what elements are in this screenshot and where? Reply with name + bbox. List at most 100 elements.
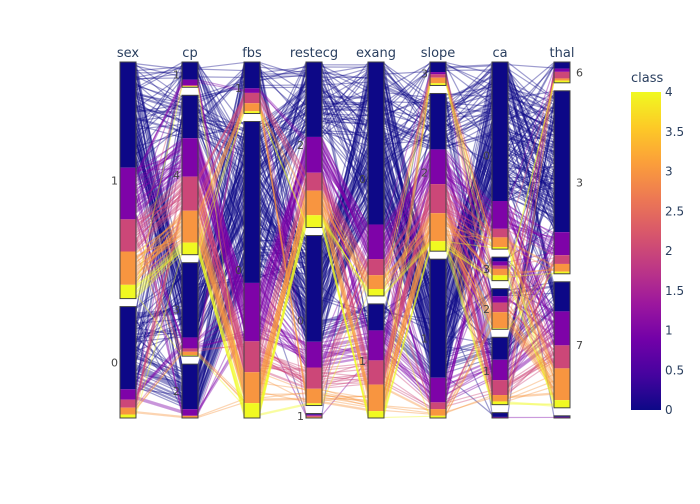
- category-segment-class-1: [554, 232, 570, 255]
- category-segment-class-2: [554, 72, 570, 79]
- category-segment-class-2: [430, 184, 446, 213]
- category-segment-class-2: [306, 416, 322, 417]
- category-segment-class-4: [306, 215, 322, 227]
- category-segment-class-2: [430, 74, 446, 77]
- category-label: 0: [235, 264, 242, 277]
- category-restecg-1[interactable]: 1: [297, 410, 322, 423]
- category-segment-class-1: [430, 378, 446, 403]
- category-segment-class-0: [306, 62, 322, 137]
- ribbon-line: [198, 69, 244, 70]
- category-segment-class-1: [120, 168, 136, 220]
- category-segment-class-3: [554, 368, 570, 400]
- category-segment-class-3: [182, 352, 198, 355]
- category-segment-class-2: [492, 229, 508, 238]
- category-segment-class-0: [430, 259, 446, 378]
- dimension-title[interactable]: restecg: [290, 46, 338, 61]
- category-segment-class-4: [554, 400, 570, 408]
- category-segment-class-4: [368, 289, 384, 296]
- category-label: 6: [576, 66, 583, 79]
- category-ca-unlabeled[interactable]: [492, 413, 508, 418]
- dimension-title[interactable]: fbs: [242, 46, 262, 61]
- category-segment-class-0: [554, 62, 570, 69]
- category-segment-class-0: [182, 263, 198, 338]
- category-segment-class-2: [306, 368, 322, 389]
- category-segment-class-3: [306, 389, 322, 404]
- category-thal-3[interactable]: 3: [554, 91, 583, 274]
- category-label: 1: [173, 69, 180, 82]
- colorbar: class 00.511.522.533.54: [631, 71, 684, 417]
- category-segment-class-2: [430, 402, 446, 409]
- category-segment-class-2: [120, 219, 136, 251]
- category-thal-6[interactable]: 6: [554, 62, 583, 83]
- category-segment-class-1: [430, 72, 446, 74]
- dimension-sex[interactable]: sex 1 0: [111, 46, 139, 418]
- colorbar-title: class: [631, 71, 663, 86]
- category-segment-class-3: [368, 275, 384, 289]
- category-segment-class-2: [554, 345, 570, 368]
- category-label: 7: [576, 339, 583, 352]
- category-label: 0: [297, 315, 304, 328]
- dimension-title[interactable]: slope: [421, 46, 456, 61]
- category-segment-class-2: [492, 380, 508, 395]
- category-segment-class-1: [430, 149, 446, 184]
- category-label: 1: [111, 174, 118, 187]
- category-segment-class-3: [430, 78, 446, 84]
- category-sex-0[interactable]: 0: [111, 307, 136, 418]
- category-segment-class-3: [492, 269, 508, 275]
- category-segment-class-3: [554, 78, 570, 80]
- colorbar-tick-label: 0.5: [665, 363, 684, 377]
- category-segment-class-3: [120, 252, 136, 285]
- category-segment-class-4: [182, 243, 198, 255]
- category-thal-unlabeled[interactable]: [554, 416, 570, 418]
- colorbar-gradient: [631, 92, 661, 410]
- category-segment-class-2: [554, 255, 570, 264]
- category-segment-class-0: [182, 62, 198, 80]
- category-segment-class-0: [120, 307, 136, 390]
- category-segment-class-2: [368, 360, 384, 384]
- category-segment-class-1: [492, 296, 508, 302]
- category-segment-class-4: [368, 411, 384, 418]
- category-segment-class-2: [120, 400, 136, 408]
- category-thal-7[interactable]: 7: [554, 282, 583, 408]
- ribbons: [136, 63, 554, 418]
- category-segment-class-3: [244, 372, 260, 403]
- category-segment-class-3: [554, 264, 570, 272]
- category-segment-class-3: [182, 211, 198, 243]
- category-segment-class-0: [492, 413, 508, 417]
- colorbar-tick-label: 0: [665, 403, 673, 417]
- ribbon-line: [198, 403, 244, 418]
- colorbar-tick-label: 4: [665, 85, 673, 99]
- category-label: 1: [483, 365, 490, 378]
- category-segment-class-1: [306, 415, 322, 416]
- dimension-title[interactable]: ca: [492, 46, 507, 61]
- category-segment-class-3: [120, 408, 136, 415]
- category-segment-class-0: [306, 236, 322, 342]
- category-segment-class-1: [368, 330, 384, 360]
- category-segment-class-1: [182, 80, 198, 85]
- dimension-title[interactable]: thal: [550, 46, 575, 61]
- category-label: 1: [421, 333, 428, 346]
- category-segment-class-0: [492, 289, 508, 296]
- category-segment-class-3: [244, 103, 260, 111]
- colorbar-tick-label: 2: [665, 244, 673, 258]
- category-sex-1[interactable]: 1: [111, 62, 136, 299]
- category-segment-class-0: [368, 62, 384, 224]
- category-segment-class-0: [120, 62, 136, 168]
- category-segment-class-3: [492, 395, 508, 401]
- category-label: 1: [297, 410, 304, 423]
- category-segment-class-0: [368, 304, 384, 331]
- category-segment-class-0: [244, 122, 260, 283]
- category-label: 1: [359, 355, 366, 368]
- colorbar-tick-label: 1.5: [665, 284, 684, 298]
- colorbar-tick-label: 2.5: [665, 204, 684, 218]
- dimension-title[interactable]: cp: [182, 46, 197, 61]
- category-label: 2: [421, 166, 428, 179]
- category-label: 2: [483, 303, 490, 316]
- dimension-title[interactable]: exang: [356, 46, 396, 61]
- dimension-title[interactable]: sex: [117, 46, 140, 61]
- category-segment-class-1: [244, 283, 260, 341]
- category-segment-class-3: [306, 191, 322, 216]
- category-segment-class-1: [182, 409, 198, 416]
- category-slope-3[interactable]: 3: [421, 62, 446, 85]
